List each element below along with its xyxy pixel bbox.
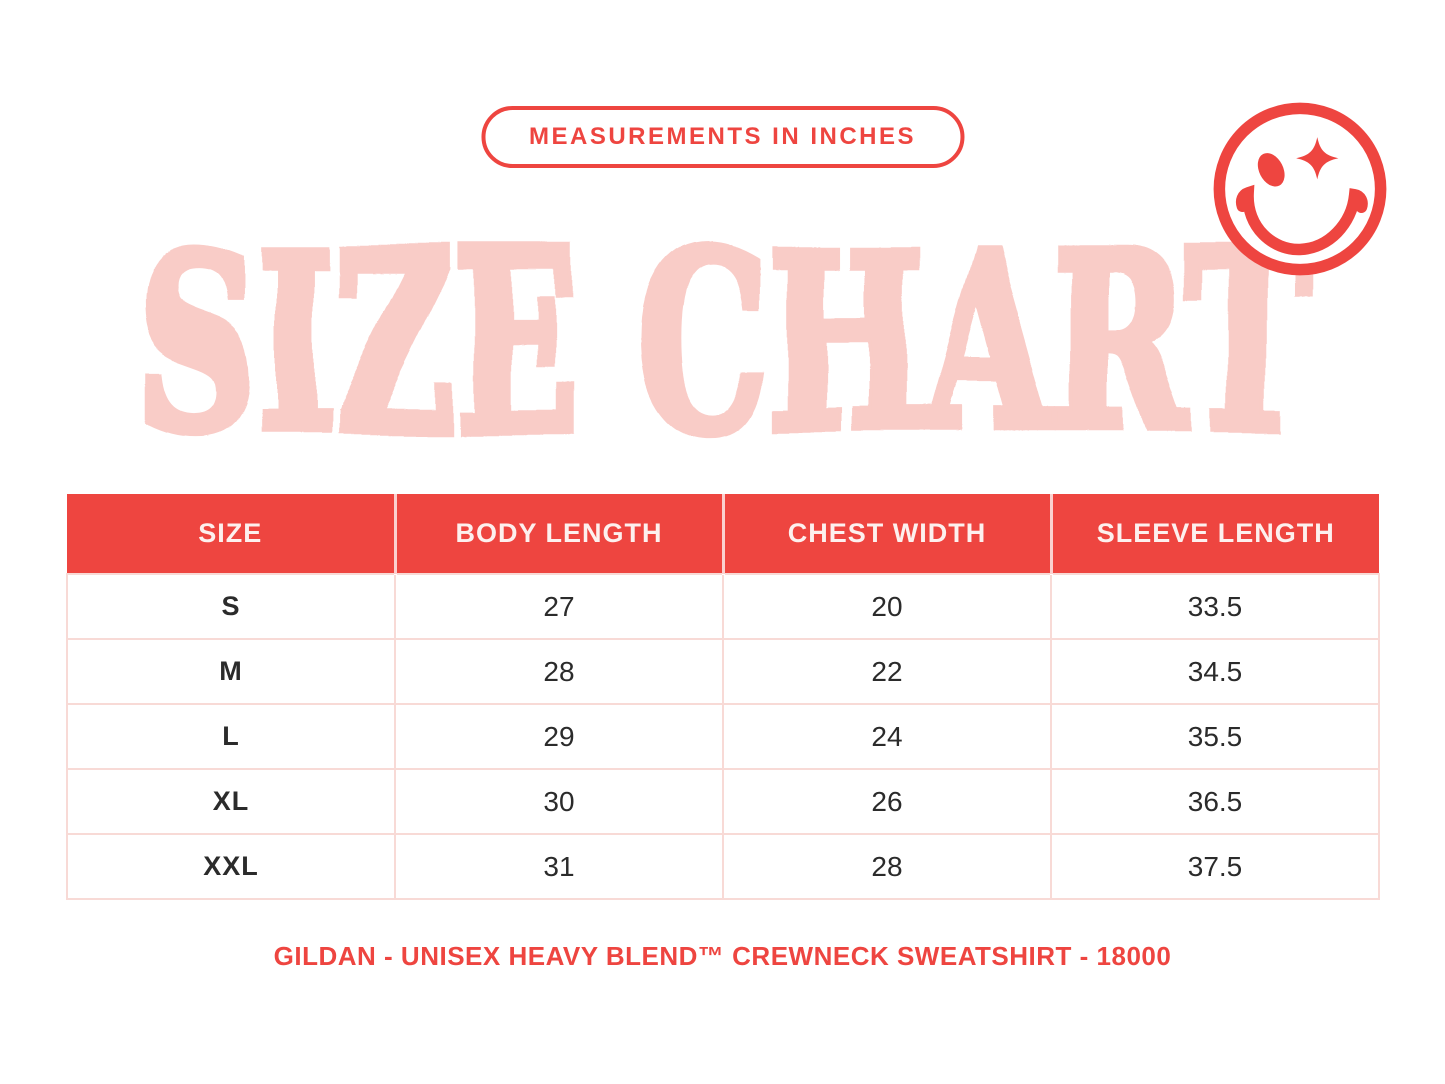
cell-body-length: 31	[394, 833, 724, 900]
header-sleeve-length: SLEEVE LENGTH	[1051, 494, 1379, 574]
cell-size: M	[66, 638, 396, 705]
cell-chest-width: 20	[722, 573, 1052, 640]
cell-body-length: 27	[394, 573, 724, 640]
cell-sleeve-length: 33.5	[1050, 573, 1380, 640]
cell-size: XL	[66, 768, 396, 835]
table-row-xl: XL 30 26 36.5	[66, 768, 1380, 835]
product-caption: GILDAN - UNISEX HEAVY BLEND™ CREWNECK SW…	[273, 941, 1172, 971]
table-row-xxl: XXL 31 28 37.5	[66, 833, 1380, 900]
cell-body-length: 30	[394, 768, 724, 835]
cell-chest-width: 22	[722, 638, 1052, 705]
header-chest-width: CHEST WIDTH	[723, 494, 1053, 574]
cell-body-length: 29	[394, 703, 724, 770]
cell-size: L	[66, 703, 396, 770]
cell-size: S	[66, 573, 396, 640]
cell-sleeve-length: 36.5	[1050, 768, 1380, 835]
winking-smiley-icon	[1213, 102, 1387, 276]
cell-chest-width: 24	[722, 703, 1052, 770]
cell-chest-width: 28	[722, 833, 1052, 900]
cell-sleeve-length: 35.5	[1050, 703, 1380, 770]
table-row-s: S 27 20 33.5	[66, 573, 1380, 640]
page-title: SIZE CHART	[98, 196, 1348, 490]
cell-size: XXL	[66, 833, 396, 900]
header-row: SIZE BODY LENGTH CHEST WIDTH SLEEVE LENG…	[67, 494, 1379, 574]
size-table-header: SIZE BODY LENGTH CHEST WIDTH SLEEVE LENG…	[67, 494, 1379, 574]
page-title-text: SIZE CHART	[137, 210, 1307, 450]
cell-body-length: 28	[394, 638, 724, 705]
header-body-length: BODY LENGTH	[395, 494, 725, 574]
header-size: SIZE	[67, 494, 397, 574]
cell-chest-width: 26	[722, 768, 1052, 835]
cell-sleeve-length: 37.5	[1050, 833, 1380, 900]
table-row-l: L 29 24 35.5	[66, 703, 1380, 770]
measurements-badge: MEASUREMENTS IN INCHES	[480, 106, 965, 168]
size-table: SIZE BODY LENGTH CHEST WIDTH SLEEVE LENG…	[66, 494, 1380, 900]
table-row-m: M 28 22 34.5	[66, 638, 1380, 705]
measurements-badge-label: MEASUREMENTS IN INCHES	[528, 123, 917, 150]
cell-sleeve-length: 34.5	[1050, 638, 1380, 705]
